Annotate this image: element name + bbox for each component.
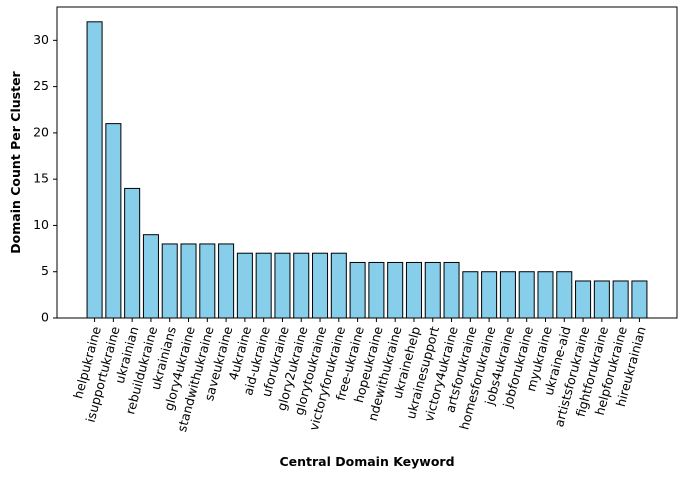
bar-glorytoukraine [312, 252, 329, 319]
bar-free-ukraine [349, 261, 366, 319]
bar-helpukraine [86, 21, 103, 319]
bar-saveukraine [218, 243, 235, 319]
bar-victory4ukraine [443, 261, 460, 319]
bar-isupportukraine [105, 123, 122, 319]
bar-rebuildukraine [142, 234, 159, 319]
bar-uforukraine [274, 252, 291, 319]
bar-homesforukraine [481, 271, 498, 319]
bar-ukraine-aid [556, 271, 573, 319]
bar-hopeukraine [368, 261, 385, 319]
bar-myukraine [537, 271, 554, 319]
bar-artistsforukraine [575, 280, 592, 319]
bar-artsforukraine [462, 271, 479, 319]
bar-fightforukraine [593, 280, 610, 319]
y-axis-label: Domain Count Per Cluster [8, 70, 23, 253]
bars-group [86, 21, 648, 319]
x-axis: helpukraineisupportukraineukrainianrebui… [70, 318, 649, 433]
y-tick-label: 25 [33, 78, 49, 93]
y-tick-label: 0 [41, 310, 49, 325]
x-axis-label: Central Domain Keyword [279, 454, 454, 469]
bar-jobs4ukraine [499, 271, 516, 319]
bar-ndewithukraine [387, 261, 404, 319]
bar-glory2ukraine [293, 252, 310, 319]
bar-jobforukraine [518, 271, 535, 319]
bar-helpforukraine [612, 280, 629, 319]
bar-ukrainian [124, 187, 141, 319]
plot-frame [56, 6, 678, 319]
y-tick-label: 30 [33, 32, 49, 47]
y-axis: 0 5 10 15 20 25 30 [33, 32, 57, 325]
bar-ukrainians [161, 243, 178, 319]
bar-ukrainesupport [424, 261, 441, 319]
bar-standwithukraine [199, 243, 216, 319]
bar-4ukraine [236, 252, 253, 319]
y-tick-label: 10 [33, 217, 49, 232]
bar-hireukrainian [631, 280, 648, 319]
bar-glory4ukraine [180, 243, 197, 319]
bar-victoryforukraine [330, 252, 347, 319]
y-tick-label: 5 [41, 263, 49, 278]
y-tick-label: 15 [33, 171, 49, 186]
bar-ukrainehelp [405, 261, 422, 319]
bar-aid-ukraine [255, 252, 272, 319]
y-tick-label: 20 [33, 124, 49, 139]
